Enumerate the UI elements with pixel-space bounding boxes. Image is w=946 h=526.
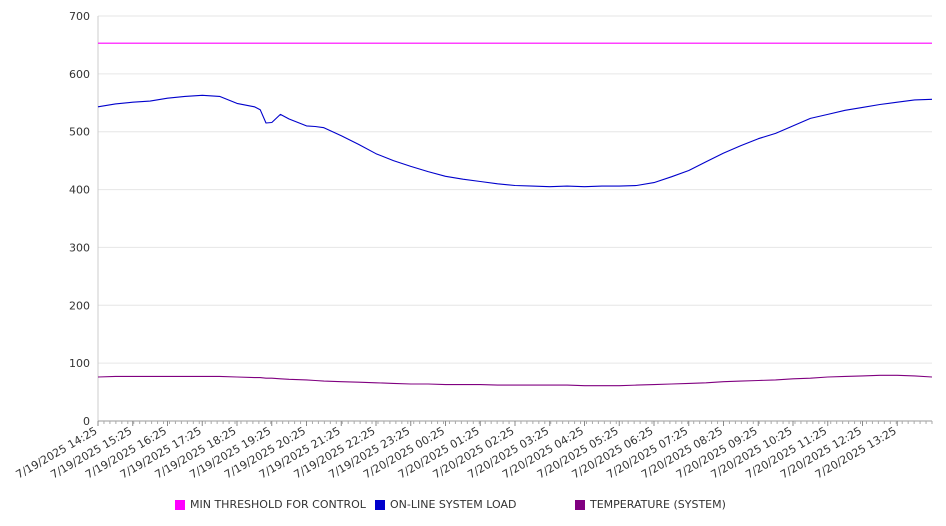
legend-swatch-system-load (375, 499, 385, 510)
legend-label-min-threshold: MIN THRESHOLD FOR CONTROL (190, 498, 366, 511)
legend-item-min-threshold[interactable]: MIN THRESHOLD FOR CONTROL (175, 498, 366, 511)
legend-label-system-load: ON-LINE SYSTEM LOAD (390, 498, 517, 511)
legend-item-temperature[interactable]: TEMPERATURE (SYSTEM) (575, 498, 726, 511)
legend-swatch-min-threshold (175, 499, 185, 510)
y-tick-label: 100 (69, 357, 90, 370)
legend-item-system-load[interactable]: ON-LINE SYSTEM LOAD (375, 498, 516, 511)
grid-lines (98, 15, 932, 422)
y-tick-label: 500 (69, 126, 90, 139)
series-layer (97, 42, 933, 387)
legend-swatch-temperature (575, 499, 585, 510)
legend: MIN THRESHOLD FOR CONTROL ON-LINE SYSTEM… (0, 498, 946, 514)
y-tick-label: 700 (69, 10, 90, 23)
y-tick-label: 600 (69, 68, 90, 81)
y-tick-label: 400 (69, 184, 90, 197)
legend-label-temperature: TEMPERATURE (SYSTEM) (590, 498, 726, 511)
y-tick-label: 200 (69, 299, 90, 312)
series-line-1 (97, 94, 933, 188)
y-tick-label: 300 (69, 241, 90, 254)
y-tick-label: 0 (83, 415, 90, 428)
y-axis: 0 100 200 300 400 500 600 700 (69, 10, 99, 428)
x-axis: 7/19/2025 14:257/19/2025 15:257/19/2025 … (14, 420, 933, 481)
series-line-2 (97, 374, 933, 387)
